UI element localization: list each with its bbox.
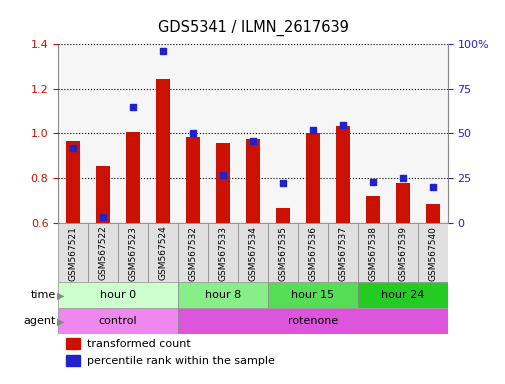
- Bar: [327, 44, 357, 223]
- Text: time: time: [30, 290, 56, 300]
- Bar: [216, 144, 229, 223]
- Bar: [417, 223, 447, 282]
- Point: [69, 145, 77, 151]
- Bar: [268, 282, 357, 308]
- Point: [428, 184, 436, 190]
- Text: GSM567539: GSM567539: [397, 226, 407, 281]
- Text: transformed count: transformed count: [87, 339, 191, 349]
- Text: GSM567533: GSM567533: [218, 226, 227, 281]
- Text: hour 15: hour 15: [291, 290, 334, 300]
- Bar: [88, 44, 118, 223]
- Bar: [366, 196, 379, 223]
- Text: GSM567535: GSM567535: [278, 226, 287, 281]
- Text: GSM567537: GSM567537: [338, 226, 347, 281]
- Bar: [58, 223, 88, 282]
- Point: [308, 127, 316, 133]
- Bar: [237, 44, 268, 223]
- Bar: [58, 308, 178, 334]
- Bar: [387, 223, 417, 282]
- Bar: [118, 223, 148, 282]
- Bar: [208, 223, 237, 282]
- Bar: [417, 44, 447, 223]
- Point: [99, 214, 107, 220]
- Bar: [58, 44, 88, 223]
- Point: [159, 48, 167, 55]
- Bar: [208, 44, 237, 223]
- Text: GSM567536: GSM567536: [308, 226, 317, 281]
- Bar: [297, 44, 327, 223]
- Bar: [276, 208, 289, 223]
- Text: percentile rank within the sample: percentile rank within the sample: [87, 356, 275, 366]
- Bar: [178, 223, 208, 282]
- Point: [189, 131, 197, 137]
- Text: agent: agent: [23, 316, 56, 326]
- Text: rotenone: rotenone: [287, 316, 337, 326]
- Bar: [96, 166, 110, 223]
- Bar: [246, 139, 259, 223]
- Text: GSM567524: GSM567524: [158, 226, 167, 280]
- Bar: [126, 132, 139, 223]
- Bar: [148, 44, 178, 223]
- Text: GSM567534: GSM567534: [248, 226, 257, 281]
- Bar: [357, 44, 387, 223]
- Bar: [66, 354, 79, 366]
- Bar: [387, 44, 417, 223]
- Text: GSM567540: GSM567540: [427, 226, 436, 281]
- Bar: [327, 223, 357, 282]
- Text: GSM567532: GSM567532: [188, 226, 197, 281]
- Text: hour 24: hour 24: [380, 290, 424, 300]
- Bar: [268, 223, 297, 282]
- Bar: [178, 282, 268, 308]
- Text: hour 8: hour 8: [205, 290, 241, 300]
- Bar: [306, 133, 319, 223]
- Text: GSM567522: GSM567522: [98, 226, 108, 280]
- Text: hour 0: hour 0: [100, 290, 136, 300]
- Bar: [335, 126, 349, 223]
- Point: [219, 171, 227, 177]
- Point: [278, 180, 286, 187]
- Text: GSM567538: GSM567538: [368, 226, 377, 281]
- Bar: [66, 338, 79, 349]
- Bar: [395, 182, 409, 223]
- Bar: [425, 204, 439, 223]
- Bar: [58, 282, 178, 308]
- Bar: [66, 141, 80, 223]
- Bar: [186, 137, 199, 223]
- Text: GSM567523: GSM567523: [128, 226, 137, 281]
- Bar: [357, 223, 387, 282]
- Bar: [178, 308, 447, 334]
- Text: GSM567521: GSM567521: [69, 226, 78, 281]
- Bar: [156, 79, 170, 223]
- Bar: [268, 44, 297, 223]
- Text: control: control: [98, 316, 137, 326]
- Bar: [118, 44, 148, 223]
- Bar: [148, 223, 178, 282]
- Point: [368, 179, 376, 185]
- Bar: [357, 282, 447, 308]
- Point: [129, 104, 137, 110]
- Point: [398, 175, 406, 181]
- Text: ▶: ▶: [57, 316, 64, 326]
- Point: [248, 137, 257, 144]
- Bar: [178, 44, 208, 223]
- Point: [338, 121, 346, 127]
- Text: ▶: ▶: [57, 290, 64, 300]
- Bar: [297, 223, 327, 282]
- Bar: [88, 223, 118, 282]
- Text: GDS5341 / ILMN_2617639: GDS5341 / ILMN_2617639: [157, 20, 348, 36]
- Bar: [237, 223, 268, 282]
